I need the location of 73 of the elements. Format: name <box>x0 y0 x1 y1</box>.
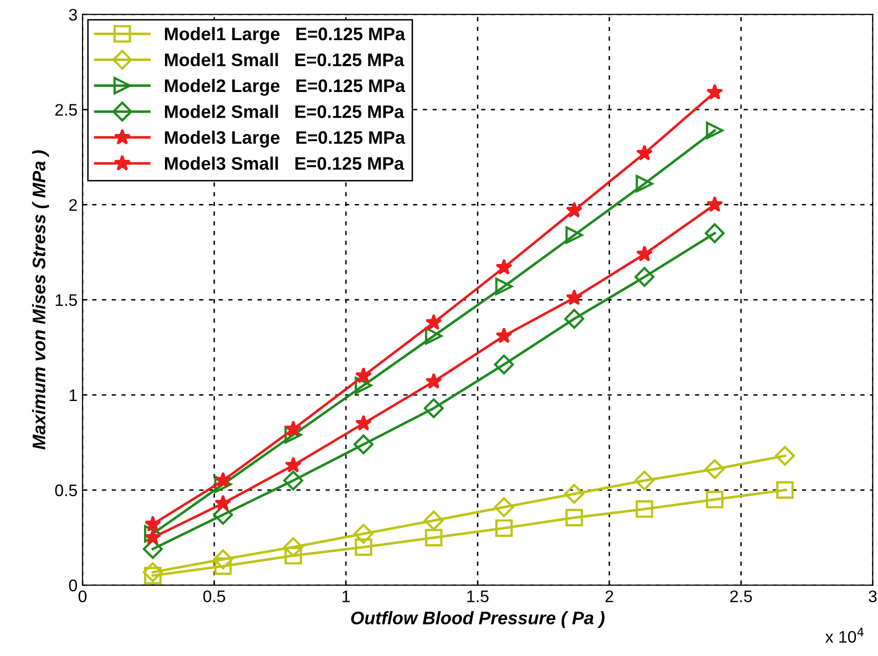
point <box>354 376 372 394</box>
point <box>704 459 725 480</box>
point <box>776 481 794 499</box>
point <box>213 549 233 570</box>
point <box>494 354 514 374</box>
point <box>706 84 724 100</box>
point <box>636 174 654 192</box>
point <box>634 470 654 490</box>
point <box>704 223 725 244</box>
x-tick-label: 0.5 <box>203 590 226 602</box>
point <box>424 327 442 345</box>
point <box>424 510 444 530</box>
point <box>495 519 513 537</box>
x-tick-label: 1.5 <box>467 590 489 602</box>
point <box>496 327 512 344</box>
point <box>144 516 162 532</box>
point <box>706 122 724 140</box>
point <box>636 144 653 161</box>
legend-label: Model3 Small E=0.125 MPa <box>164 156 404 170</box>
point <box>355 414 372 431</box>
point <box>354 538 372 556</box>
y-tick-label: 0 <box>69 580 78 592</box>
point <box>495 278 513 296</box>
point <box>564 308 584 329</box>
point <box>634 267 654 287</box>
point <box>566 289 583 306</box>
point <box>355 367 372 384</box>
y-tick-label: 1 <box>70 389 77 401</box>
y-tick-label: 3 <box>69 8 77 21</box>
point <box>214 476 232 494</box>
point <box>774 446 795 466</box>
x-axis-title: Outflow Blood Pressure ( Pa ) <box>351 611 605 628</box>
x-tick-label: 1 <box>342 590 350 602</box>
point <box>564 484 584 504</box>
y-tick-label: 0.5 <box>55 484 77 496</box>
point <box>284 426 302 444</box>
point <box>144 528 162 545</box>
point <box>284 456 302 473</box>
point <box>424 528 442 546</box>
point <box>636 245 653 262</box>
point <box>636 500 654 518</box>
y-axis-title: Maximum von Mises Stress ( MPa ) <box>32 150 49 450</box>
legend-label: Model1 Small E=0.125 MPa <box>164 53 404 66</box>
x-tick-label: 3 <box>868 590 877 602</box>
x-tick-label: 2.5 <box>730 590 752 602</box>
y-tick-label: 1.5 <box>56 294 77 306</box>
point <box>706 196 724 212</box>
point <box>142 562 163 582</box>
text: x 10$^{4}$ <box>825 628 864 643</box>
legend-label: Model2 Small E=0.125 MPa <box>164 104 404 118</box>
point <box>283 470 304 490</box>
point <box>214 494 232 511</box>
x-tick-label: 2 <box>606 590 614 602</box>
point <box>283 537 304 558</box>
point <box>424 398 444 418</box>
x-tick-label: 0 <box>78 590 87 602</box>
point <box>566 202 583 218</box>
legend-label: Model2 Large E=0.125 MPa <box>164 78 406 96</box>
point <box>494 497 514 518</box>
y-tick-label: 2 <box>69 199 77 211</box>
legend-label: Model1 Large E=0.125 MPa <box>164 27 406 44</box>
y-tick-label: 2.5 <box>55 104 77 116</box>
point <box>354 524 374 544</box>
legend-label: Model3 Large E=0.125 MPa <box>164 130 406 148</box>
point <box>565 226 583 244</box>
point <box>496 258 512 275</box>
point <box>425 314 442 330</box>
point <box>565 508 583 526</box>
point <box>284 420 302 436</box>
point <box>214 472 232 488</box>
point <box>706 490 724 508</box>
point <box>354 434 374 454</box>
point <box>425 372 442 389</box>
